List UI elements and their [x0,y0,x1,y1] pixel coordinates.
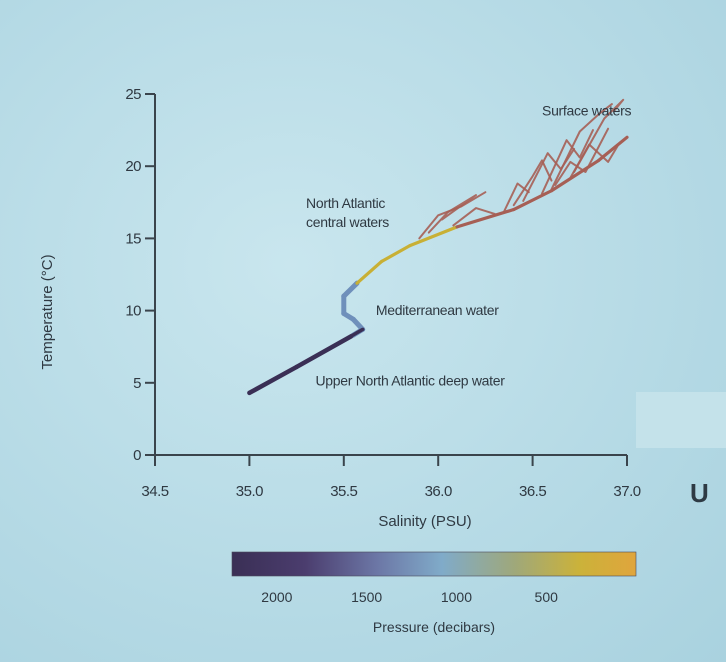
surface-trace [522,147,576,202]
colorbar-tick-label: 1500 [351,589,382,605]
annotation-med: Mediterranean water [376,302,499,318]
surface-trace [418,191,487,240]
annotation-nacw-1: North Atlantic [306,195,385,211]
pressure-colorbar [231,551,637,577]
x-tick-label: 36.5 [519,483,546,500]
x-tick-label: 35.0 [236,483,263,500]
x-axis-title: Salinity (PSU) [378,513,471,530]
ts-profile-line [247,135,629,396]
colorbar-tick-label: 500 [535,589,559,605]
profile-segment [379,244,412,264]
axes [154,94,627,456]
profile-segment [512,189,554,212]
colorbar-title: Pressure (decibars) [373,619,495,635]
profile-segment [597,135,629,163]
adjacent-slide-panel [636,392,726,448]
y-axis-title: Temperature (°C) [39,254,56,369]
profile-segment [455,207,516,229]
profile-segment [341,280,360,299]
colorbar-tick-label: 1000 [441,589,472,605]
surface-trace [452,207,496,227]
x-tick-label: 34.5 [141,483,168,500]
profile-segment [408,225,459,248]
y-tick-label: 0 [133,447,141,464]
annotation-surface: Surface waters [542,103,631,119]
y-tick-label: 20 [125,158,141,175]
surface-trace [573,98,625,173]
surface-trace [512,159,553,207]
annotations: Surface waters North Atlantic central wate… [306,103,632,389]
colorbar-gradient [231,551,637,577]
colorbar-tick-labels: 2000 1500 1000 500 [261,589,558,605]
y-tick-label: 10 [125,303,141,320]
surface-trace [541,129,594,195]
cutoff-text: U [690,478,709,508]
y-tick-label: 25 [125,86,141,103]
x-tick-label: 35.5 [330,483,357,500]
surface-water-traces [418,98,625,240]
colorbar-tick-label: 2000 [261,589,292,605]
x-tick-label: 37.0 [613,483,640,500]
annotation-nacw-2: central waters [306,214,389,230]
y-axis-ticks: 0 5 10 15 20 25 [125,86,155,464]
y-tick-label: 15 [125,230,141,247]
surface-trace [554,127,610,186]
profile-segment [549,158,601,193]
profile-segment [355,259,384,285]
surface-trace [550,103,613,191]
x-axis-ticks: 34.5 35.0 35.5 36.0 36.5 37.0 [141,455,641,500]
profile-segment [247,364,299,396]
y-tick-label: 5 [133,375,141,392]
deep-water-branch [294,327,365,369]
annotation-nadw: Upper North Atlantic deep water [315,373,505,389]
x-tick-label: 36.0 [425,483,452,500]
